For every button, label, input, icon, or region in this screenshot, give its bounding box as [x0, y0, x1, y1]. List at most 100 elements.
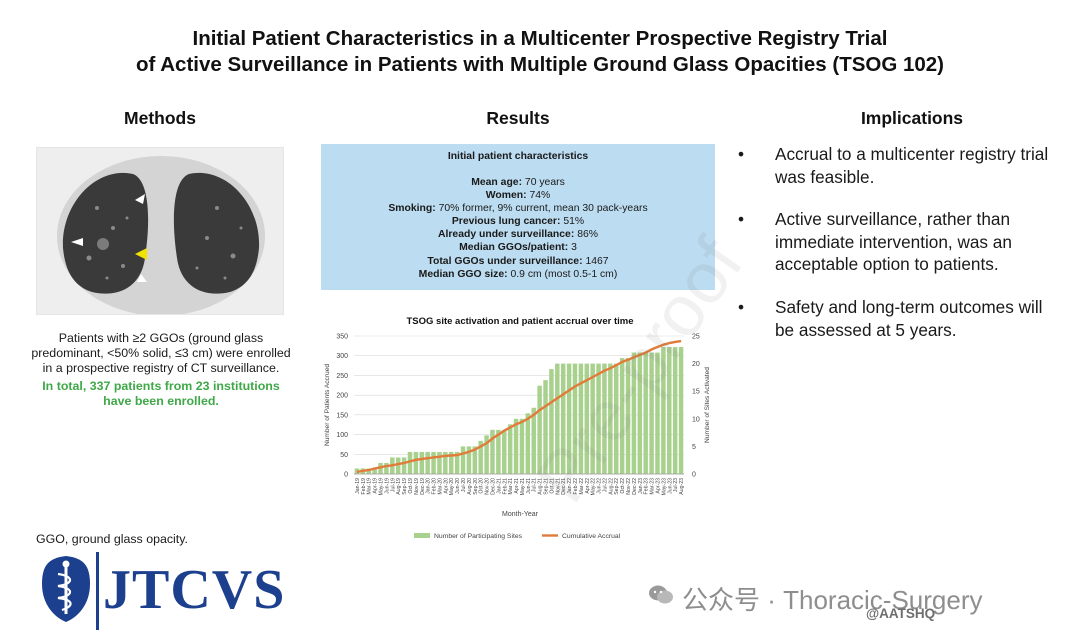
- x-tick-label: Jan-23: [638, 478, 644, 494]
- caduceus-logo-icon: [42, 556, 90, 622]
- bullet: •: [738, 297, 745, 317]
- bar-sites: [448, 451, 454, 474]
- bar-sites: [590, 363, 595, 474]
- footnote: GGO, ground glass opacity.: [36, 532, 188, 546]
- accrual-chart-svg: TSOG site activation and patient accrual…: [324, 316, 711, 540]
- x-tick-label: Feb-20: [432, 478, 438, 495]
- legend-label-accrual: Cumulative Accrual: [562, 533, 621, 540]
- bar-sites: [490, 429, 495, 474]
- characteristic-value: 0.9 cm (most 0.5-1 cm): [510, 268, 618, 280]
- bar-sites: [537, 385, 542, 474]
- x-tick-label: May-19: [379, 478, 385, 495]
- x-tick-label: Jan-22: [567, 478, 573, 494]
- line-cumulative-accrual: [356, 339, 682, 474]
- implication-text: Safety and long-term outcomes will be as…: [775, 297, 1043, 340]
- x-tick-label: Jun-22: [597, 478, 603, 494]
- x-tick-label: May-20: [449, 478, 455, 495]
- results-heading: Results: [486, 108, 550, 128]
- bar-sites: [372, 468, 377, 474]
- x-tick-label: Jun-23: [667, 478, 673, 494]
- x-tick-label: Apr-20: [443, 478, 449, 494]
- x-tick-label: Jan-20: [426, 478, 432, 494]
- characteristic-value: 70 years: [524, 177, 565, 188]
- x-tick-label: Jan-21: [496, 478, 502, 494]
- characteristic-row: Smoking: 70% former, 9% current, mean 30…: [321, 202, 715, 215]
- bar-sites: [525, 413, 531, 474]
- bar-sites: [531, 407, 536, 474]
- x-tick-label: Mar-21: [508, 478, 514, 495]
- x-tick-label: Jul-22: [602, 478, 608, 492]
- characteristic-label: Total GGOs under surveillance:: [427, 255, 583, 267]
- methods-description: Patients with ≥2 GGOs (ground glass pred…: [31, 331, 291, 375]
- x-tick-label: Sep-19: [402, 478, 408, 495]
- bar-sites: [625, 358, 631, 474]
- bar-sites: [443, 451, 448, 474]
- bar-sites: [602, 363, 607, 474]
- characteristic-value: 3: [571, 242, 577, 254]
- y2-tick-label: 0: [692, 472, 696, 479]
- x-tick-label: Feb-22: [573, 478, 579, 495]
- bar-sites: [502, 429, 507, 474]
- x-tick-label: Aug-22: [608, 478, 614, 495]
- methods-enrollment-highlight: In total, 337 patients from 23 instituti…: [42, 379, 280, 408]
- bar-sites: [549, 369, 554, 474]
- implications-heading: Implications: [860, 108, 964, 128]
- x-tick-label: Nov-19: [414, 478, 420, 495]
- x-tick-label: Jun-21: [526, 478, 532, 494]
- methods-heading: Methods: [124, 108, 196, 128]
- bar-sites: [472, 446, 478, 474]
- characteristic-label: Previous lung cancer:: [451, 216, 561, 228]
- results-box-title: Initial patient characteristics: [447, 151, 589, 162]
- x-tick-label: May-22: [591, 478, 597, 495]
- bullet: •: [738, 209, 745, 229]
- bar-sites: [661, 347, 666, 474]
- x-tick-label: Oct-19: [408, 478, 414, 494]
- characteristic-value: 70% former, 9% current, mean 30 pack-yea…: [438, 203, 648, 215]
- y2-tick-label: 25: [692, 334, 700, 341]
- bar-sites: [555, 363, 560, 474]
- characteristic-row: Median GGOs/patient: 3: [321, 241, 715, 254]
- results-characteristics-list: Mean age: 70 years Women: 74% Smoking: 7…: [321, 176, 715, 281]
- bar-sites: [513, 418, 519, 474]
- bar-sites: [560, 363, 566, 474]
- x-tick-label: Apr-22: [585, 478, 591, 494]
- bar-sites: [649, 352, 654, 474]
- x-tick-label: Aug-23: [679, 478, 685, 495]
- bar-sites: [578, 363, 584, 474]
- bar-sites: [484, 435, 489, 474]
- x-tick-label: Jul-21: [532, 478, 538, 492]
- x-tick-label: Apr-19: [373, 478, 379, 494]
- characteristic-value: 1467: [585, 255, 609, 267]
- y2-tick-label: 20: [692, 361, 700, 368]
- y-axis-title: Number of Patients Accrued: [324, 364, 331, 446]
- journal-logo-text: JTCVS: [103, 559, 286, 621]
- bar-sites: [466, 446, 472, 474]
- x-tick-label: Jan-19: [355, 478, 361, 494]
- y-tick-label: 300: [336, 353, 348, 360]
- watermark-handle: @AATSHQ: [866, 606, 936, 621]
- characteristic-value: 74%: [529, 190, 551, 202]
- x-tick-label: Feb-19: [361, 478, 367, 495]
- x-tick-label: Nov-20: [485, 478, 491, 495]
- characteristic-label: Smoking:: [388, 203, 436, 215]
- x-tick-label: Jul-19: [390, 478, 396, 492]
- x-tick-label: May-23: [661, 478, 667, 495]
- bar-sites: [584, 363, 590, 474]
- bar-sites: [619, 358, 625, 474]
- x-tick-label: Jun-19: [384, 478, 390, 494]
- x-tick-label: Nov-22: [626, 478, 632, 495]
- y-tick-label: 0: [344, 472, 348, 479]
- bar-sites: [395, 457, 401, 474]
- x-tick-label: Mar-19: [367, 478, 373, 495]
- bar-sites: [413, 451, 419, 474]
- x-tick-label: Apr-23: [655, 478, 661, 494]
- legend-swatch-sites: [414, 533, 430, 538]
- x-tick-label: Nov-21: [555, 478, 561, 495]
- x-tick-label: Sep-22: [614, 478, 620, 495]
- bar-sites: [572, 363, 578, 474]
- bar-sites: [496, 429, 501, 474]
- characteristic-row: Median GGO size: 0.9 cm (most 0.5-1 cm): [321, 268, 715, 281]
- bar-sites: [643, 352, 648, 474]
- accrual-chart: TSOG site activation and patient accrual…: [318, 310, 722, 546]
- bar-sites: [401, 457, 407, 474]
